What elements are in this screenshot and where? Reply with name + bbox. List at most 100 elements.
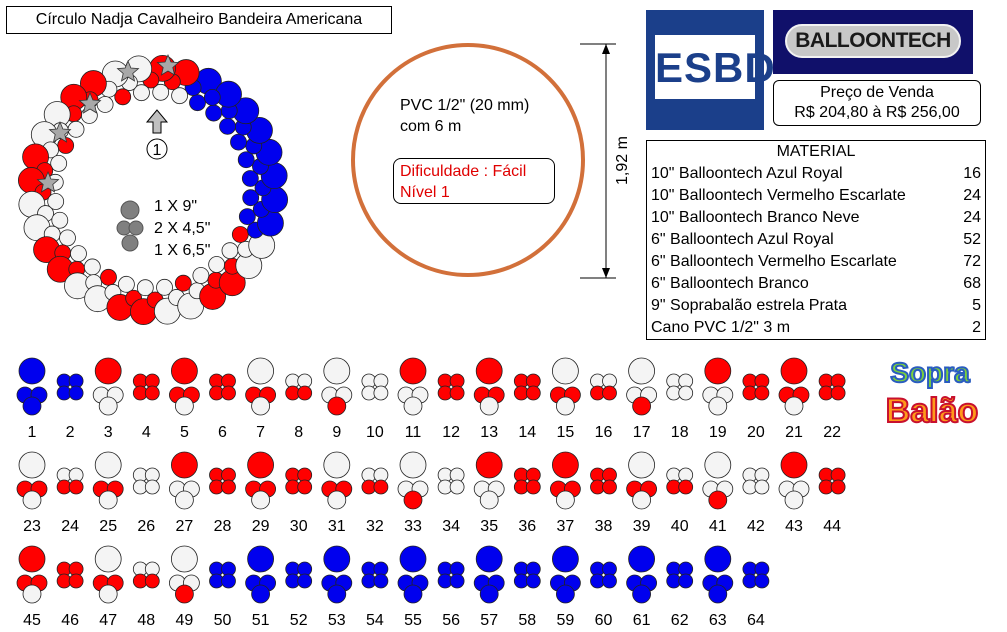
pattern-number: 46 (61, 612, 79, 629)
wreath-balloon (100, 268, 117, 286)
pattern-number: 1 (28, 424, 37, 441)
pattern-39: 39 (626, 451, 657, 535)
pattern-number: 22 (823, 424, 841, 441)
pattern-50: 50 (209, 561, 236, 629)
pattern-number: 39 (633, 518, 651, 535)
pattern-57: 57 (473, 545, 505, 629)
pattern-10: 10 (361, 373, 389, 441)
pattern-number: 12 (442, 424, 460, 441)
balloon (144, 479, 160, 495)
material-row: 6" Balloontech Vermelho Escarlate 72 (647, 251, 985, 273)
balloon-bottom (632, 490, 651, 510)
balloon-bottom (708, 490, 728, 510)
balloon-top (399, 451, 427, 479)
wreath-balloon (83, 258, 101, 276)
pattern-number: 58 (518, 612, 536, 629)
pattern-number: 16 (595, 424, 613, 441)
balloon (678, 573, 694, 589)
star-icon (116, 59, 140, 82)
material-qty: 2 (972, 319, 981, 336)
balloon-bottom (479, 584, 499, 604)
pattern-number: 42 (747, 518, 765, 535)
wreath-balloon (133, 84, 150, 102)
balloon (449, 573, 465, 589)
callout-arrow-icon (145, 109, 169, 134)
pattern-33: 33 (397, 451, 429, 535)
pattern-number: 44 (823, 518, 841, 535)
balloon-top (247, 357, 275, 385)
wreath-balloon (156, 278, 173, 296)
pattern-4: 4 (132, 373, 160, 441)
material-row: Cano PVC 1/2" 3 m 2 (647, 317, 985, 339)
pattern-38: 38 (590, 467, 617, 535)
material-title: MATERIAL (776, 143, 856, 160)
wreath-balloon (237, 151, 255, 169)
wreath-balloon (171, 87, 189, 105)
pattern-8: 8 (285, 373, 313, 441)
pattern-number: 50 (214, 612, 232, 629)
material-name: 6" Balloontech Branco (651, 275, 809, 292)
pattern-2: 2 (56, 373, 84, 441)
balloon-top (704, 451, 732, 479)
dimension-arrow-top-icon (602, 44, 610, 54)
pattern-number: 49 (176, 612, 194, 629)
wreath-balloon (189, 94, 206, 112)
pattern-56: 56 (437, 561, 465, 629)
pattern-number: 26 (137, 518, 155, 535)
pattern-1: 1 (16, 357, 48, 441)
pattern-28: 28 (209, 467, 236, 535)
pattern-number: 8 (294, 424, 303, 441)
balloon (678, 479, 694, 495)
pattern-48: 48 (132, 561, 160, 629)
balloon-top (704, 357, 732, 385)
balloon-bottom (98, 584, 118, 604)
balloon-bottom (22, 490, 42, 510)
balloon-bottom (251, 490, 271, 510)
balloon-bottom (22, 396, 42, 416)
pattern-47: 47 (92, 545, 124, 629)
balloon-top (780, 357, 808, 385)
balloon-bottom (174, 490, 194, 510)
pattern-number: 24 (61, 518, 79, 535)
pattern-40: 40 (666, 467, 694, 535)
balloon (678, 385, 694, 401)
wreath-balloon (192, 267, 210, 284)
material-qty: 5 (972, 297, 981, 314)
pattern-22: 22 (818, 373, 846, 441)
pattern-number: 53 (328, 612, 346, 629)
pattern-15: 15 (550, 357, 581, 441)
balloon (68, 573, 84, 589)
wreath-balloon (203, 88, 221, 106)
pattern-number: 31 (328, 518, 346, 535)
pattern-number: 21 (785, 424, 803, 441)
wreath-balloon (50, 154, 68, 172)
material-qty: 24 (963, 187, 981, 204)
balloon (221, 479, 236, 495)
pattern-17: 17 (626, 357, 657, 441)
pattern-number: 32 (366, 518, 384, 535)
legend-balloon-icon (116, 200, 144, 252)
price-value: R$ 204,80 à R$ 256,00 (794, 104, 960, 121)
balloon-top (247, 545, 275, 573)
pattern-number: 19 (709, 424, 727, 441)
pattern-number: 18 (671, 424, 689, 441)
pattern-number: 7 (256, 424, 265, 441)
pattern-number: 48 (137, 612, 155, 629)
pattern-number: 27 (176, 518, 194, 535)
wreath-balloon (242, 189, 260, 207)
legend-line-3: 1 X 6,5" (154, 242, 211, 259)
pattern-55: 55 (397, 545, 429, 629)
balloon-top (247, 451, 275, 479)
material-qty: 72 (963, 253, 981, 270)
pattern-number: 60 (595, 612, 613, 629)
balloon (525, 479, 541, 495)
material-row: 10" Balloontech Azul Royal 16 (647, 163, 985, 185)
balloon (297, 385, 313, 401)
balloon-top (628, 451, 655, 479)
pattern-13: 13 (473, 357, 505, 441)
balloon-top (628, 357, 655, 385)
balloon-top (475, 357, 503, 385)
pattern-number: 63 (709, 612, 727, 629)
balloon-top (552, 451, 579, 479)
esbd-logo-text: ESBD (655, 44, 776, 91)
